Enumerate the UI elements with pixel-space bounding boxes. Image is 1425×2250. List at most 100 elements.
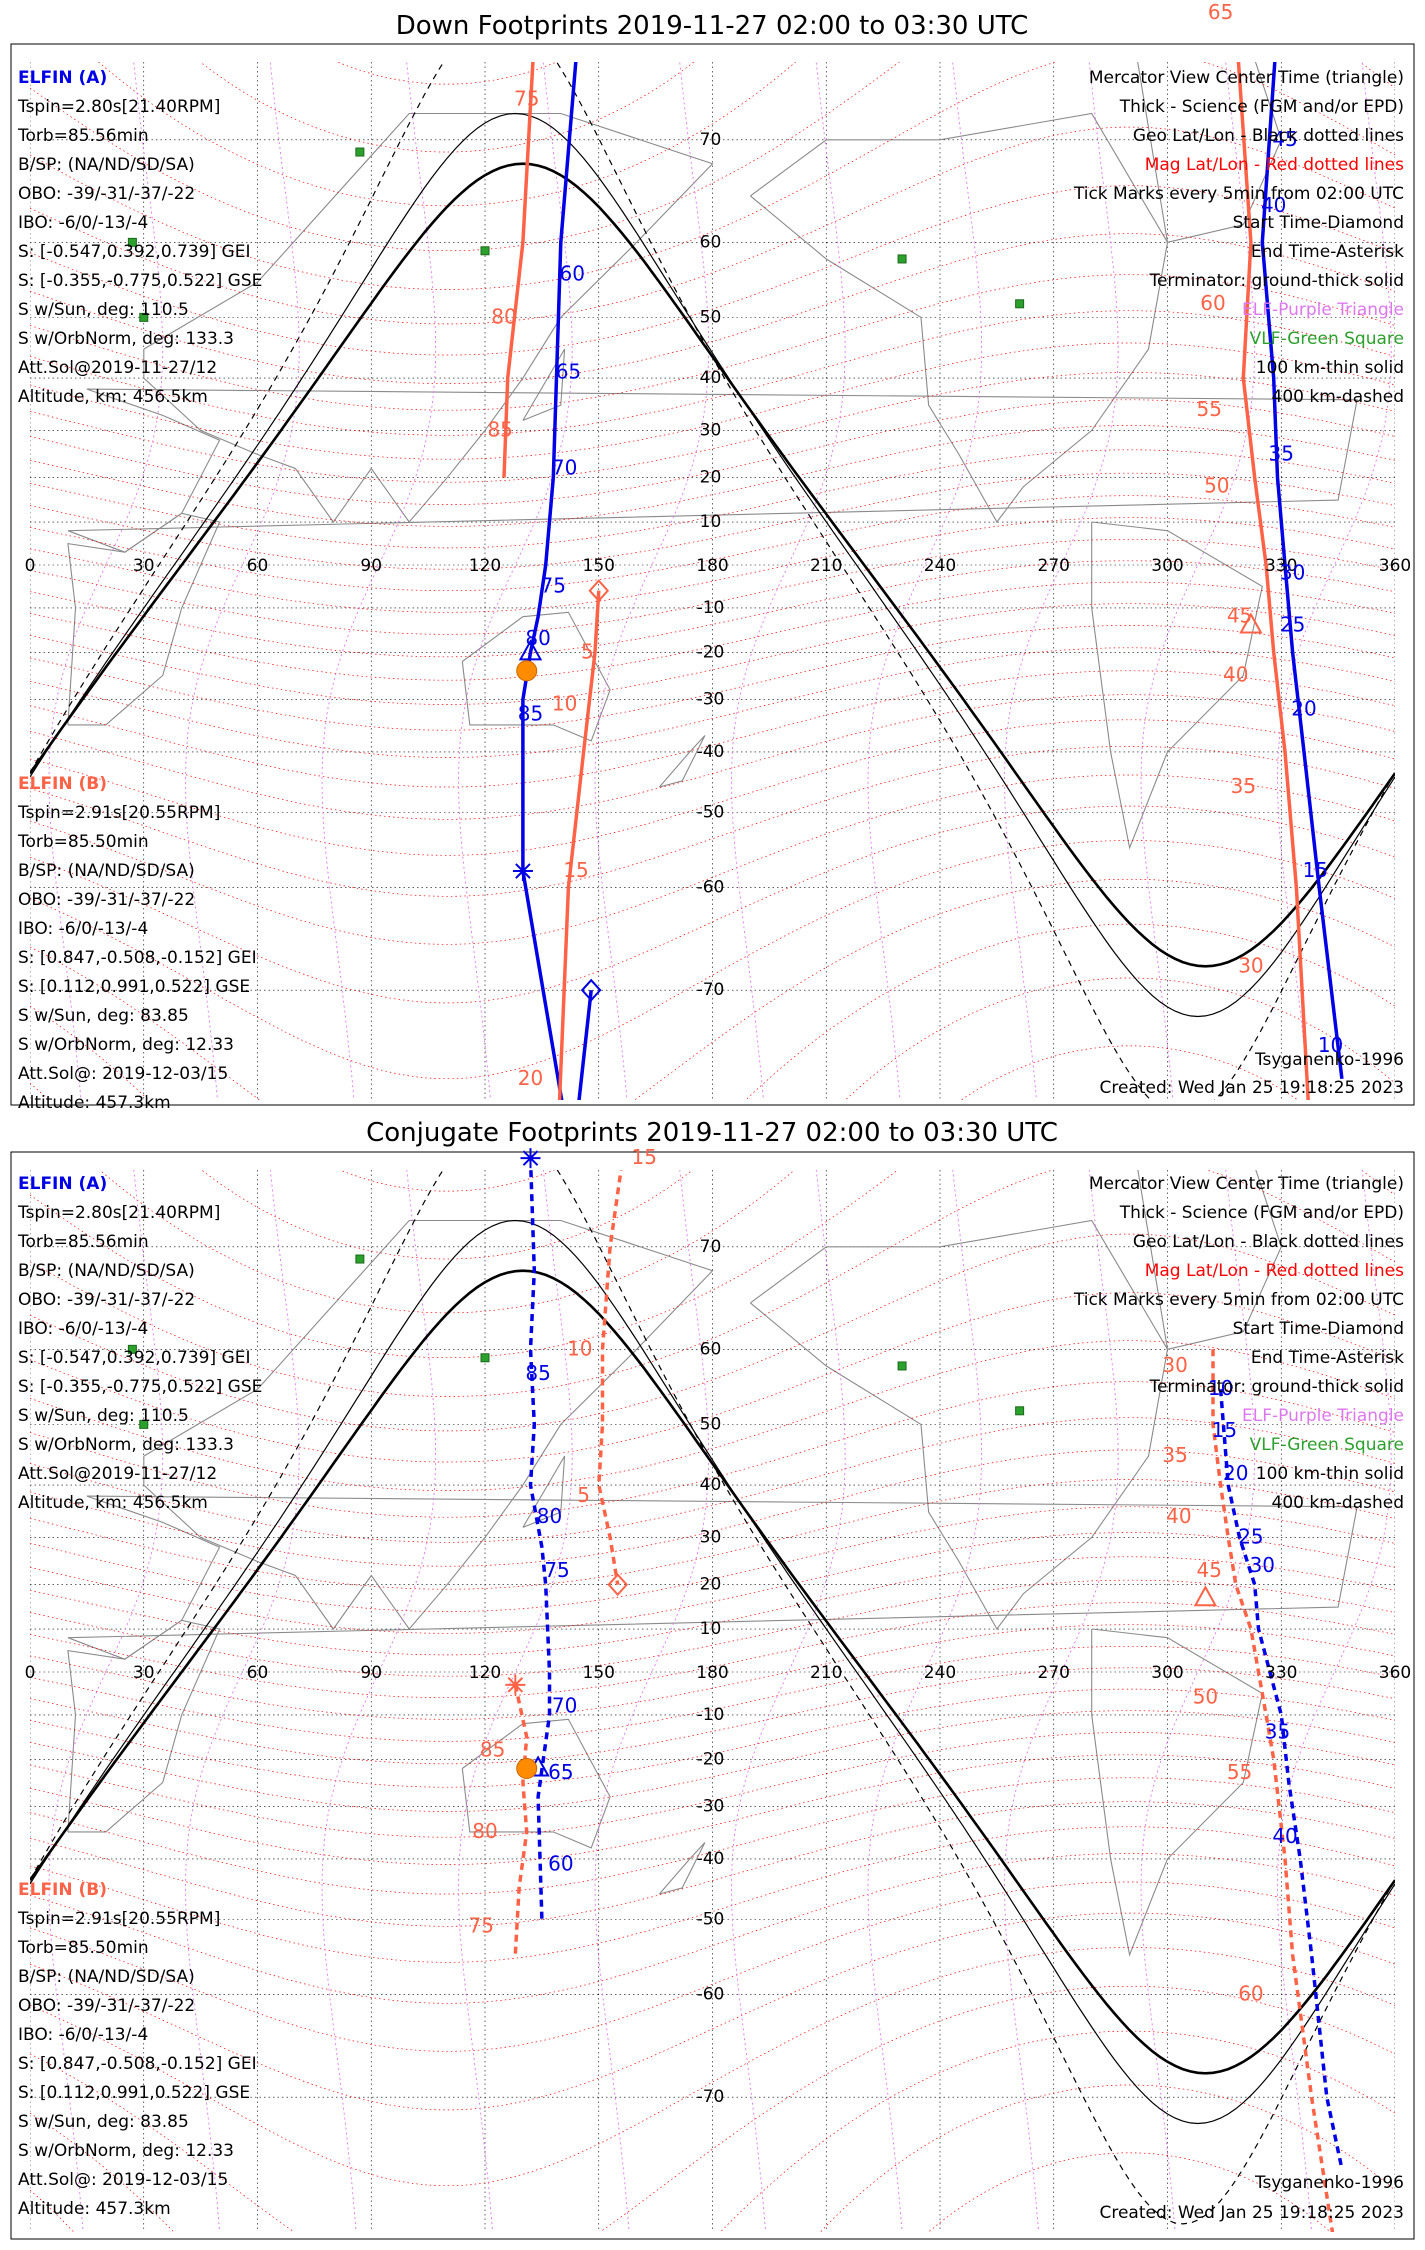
tick-minute-label: 80 bbox=[537, 1504, 562, 1528]
vlf-station-marker bbox=[127, 237, 137, 247]
tick-minute-label: 10 bbox=[567, 1336, 592, 1360]
tick-minute-label: 75 bbox=[468, 1913, 493, 1937]
tick-minute-label: 15 bbox=[1303, 858, 1328, 882]
elfin-b-info: ELFIN (B) Tspin=2.91s[20.55RPM] Torb=85.50… bbox=[17, 774, 257, 1113]
panel-frame bbox=[10, 43, 1415, 1106]
vlf-station-marker bbox=[355, 147, 365, 157]
mag-parallel bbox=[30, 449, 1395, 549]
x-tick-label: 30 bbox=[133, 1663, 155, 1683]
tick-minute-label: 35 bbox=[1265, 1719, 1290, 1743]
tick-minute-label: 75 bbox=[544, 1558, 569, 1582]
coastline bbox=[1091, 521, 1263, 850]
info-line: S w/OrbNorm, deg: 12.33 bbox=[18, 2141, 234, 2161]
y-tick-label: -60 bbox=[697, 878, 725, 898]
vlf-station-marker bbox=[1015, 1406, 1025, 1416]
mag-parallel bbox=[30, 1801, 1395, 1927]
legend-block: Mercator View Center Time (triangle) Thic… bbox=[1073, 68, 1404, 407]
info-line: S: [0.847,-0.508,-0.152] GEI bbox=[18, 2054, 257, 2074]
x-tick-label: 150 bbox=[583, 1663, 615, 1683]
tick-minute-label: 65 bbox=[1208, 0, 1233, 24]
info-line: S: [-0.547,0.392,0.739] GEI bbox=[18, 1348, 250, 1368]
mag-parallel bbox=[30, 581, 1395, 681]
info-line: Tspin=2.91s[20.55RPM] bbox=[17, 1909, 220, 1929]
y-tick-label: 60 bbox=[700, 1339, 722, 1359]
info-line: S: [-0.355,-0.775,0.522] GSE bbox=[18, 271, 262, 291]
tick-minute-label: 5 bbox=[581, 639, 594, 663]
mag-parallel bbox=[30, 1826, 1395, 1963]
legend-line: ELF-Purple Triangle bbox=[1242, 300, 1404, 320]
mag-parallel bbox=[30, 1292, 1395, 1463]
coastline bbox=[658, 1842, 706, 1895]
legend-line: Geo Lat/Lon - Black dotted lines bbox=[1133, 126, 1404, 146]
y-tick-label: -50 bbox=[697, 1910, 725, 1930]
y-tick-label: -30 bbox=[697, 690, 725, 710]
mag-parallel bbox=[30, 342, 1395, 460]
info-line: Tspin=2.80s[21.40RPM] bbox=[17, 97, 220, 117]
tick-minute-label: 40 bbox=[1223, 662, 1248, 686]
y-tick-label: 70 bbox=[700, 130, 722, 150]
tick-minute-label: 65 bbox=[548, 1760, 573, 1784]
tick-minute-label: 5 bbox=[577, 1483, 590, 1507]
coastline bbox=[658, 735, 706, 788]
tick-minute-label: 70 bbox=[552, 456, 577, 480]
info-line: S: [0.847,-0.508,-0.152] GEI bbox=[18, 948, 257, 968]
panel-title: Conjugate Footprints 2019-11-27 02:00 to… bbox=[366, 1118, 1058, 1148]
x-tick-label: 0 bbox=[25, 1663, 36, 1683]
x-tick-label: 330 bbox=[1265, 1663, 1297, 1683]
info-line: S w/OrbNorm, deg: 133.3 bbox=[18, 1435, 234, 1455]
info-line: Tspin=2.80s[21.40RPM] bbox=[17, 1203, 220, 1223]
info-line: S: [0.112,0.991,0.522] GSE bbox=[18, 977, 250, 997]
tick-minute-label: 10 bbox=[1318, 1033, 1343, 1057]
mag-parallel bbox=[30, 603, 1395, 705]
tick-minute-label: 85 bbox=[525, 1361, 550, 1385]
y-tick-label: 40 bbox=[700, 368, 722, 388]
start-diamond-marker bbox=[580, 978, 602, 1002]
vlf-station-marker bbox=[355, 1254, 365, 1264]
tick-minute-label: 25 bbox=[1238, 1524, 1263, 1548]
coastline bbox=[461, 1718, 611, 1849]
footprint-track bbox=[502, 62, 535, 478]
x-tick-label: 210 bbox=[810, 1663, 842, 1683]
footprint-track bbox=[1211, 1349, 1335, 2232]
legend-line: VLF-Green Square bbox=[1250, 329, 1404, 349]
legend-line: End Time-Asterisk bbox=[1251, 1348, 1404, 1368]
mag-parallel bbox=[30, 425, 1395, 527]
legend-block: Mercator View Center Time (triangle) Thic… bbox=[1073, 1174, 1404, 1513]
coastline bbox=[750, 1219, 1169, 1631]
legend-line: 100 km-thin solid bbox=[1256, 1464, 1404, 1484]
info-line: Tspin=2.91s[20.55RPM] bbox=[17, 803, 220, 823]
info-line: OBO: -39/-31/-37/-22 bbox=[18, 1996, 195, 2016]
legend-line: Tick Marks every 5min from 02:00 UTC bbox=[1073, 184, 1404, 204]
tick-minute-label: 20 bbox=[1223, 1461, 1248, 1485]
info-line: IBO: -6/0/-13/-4 bbox=[18, 2025, 148, 2045]
footprint-track bbox=[528, 1170, 552, 1920]
legend-line: Geo Lat/Lon - Black dotted lines bbox=[1133, 1232, 1404, 1252]
x-tick-label: 90 bbox=[360, 556, 382, 576]
x-tick-label: 300 bbox=[1151, 556, 1183, 576]
tick-minute-label: 10 bbox=[1208, 1376, 1233, 1400]
info-line: S w/Sun, deg: 83.85 bbox=[18, 2112, 189, 2132]
x-tick-label: 30 bbox=[133, 556, 155, 576]
x-tick-label: 240 bbox=[924, 556, 956, 576]
terminator-100km bbox=[30, 1219, 1395, 2125]
y-tick-label: 50 bbox=[700, 1414, 722, 1434]
vlf-station-marker bbox=[897, 1361, 907, 1371]
coastline bbox=[1137, 1170, 1282, 1350]
info-line: ELFIN (A) bbox=[18, 1174, 107, 1194]
end-asterisk-marker bbox=[512, 861, 533, 882]
mag-parallel bbox=[30, 1912, 1395, 2111]
footprint-track bbox=[597, 1170, 623, 1585]
mag-parallel bbox=[30, 805, 1395, 1004]
y-tick-label: -40 bbox=[697, 1849, 725, 1869]
tick-minute-label: 45 bbox=[1227, 604, 1252, 628]
legend-line: Thick - Science (FGM and/or EPD) bbox=[1119, 1203, 1404, 1223]
start-diamond-marker bbox=[607, 1573, 629, 1597]
legend-line: Tick Marks every 5min from 02:00 UTC bbox=[1073, 1290, 1404, 1310]
coastline bbox=[67, 1619, 221, 1833]
info-line: Torb=85.50min bbox=[17, 832, 149, 852]
x-tick-label: 180 bbox=[696, 1663, 728, 1683]
legend-line: Start Time-Diamond bbox=[1233, 1319, 1404, 1339]
mag-parallel bbox=[30, 719, 1395, 856]
mag-parallel bbox=[30, 840, 1395, 1080]
